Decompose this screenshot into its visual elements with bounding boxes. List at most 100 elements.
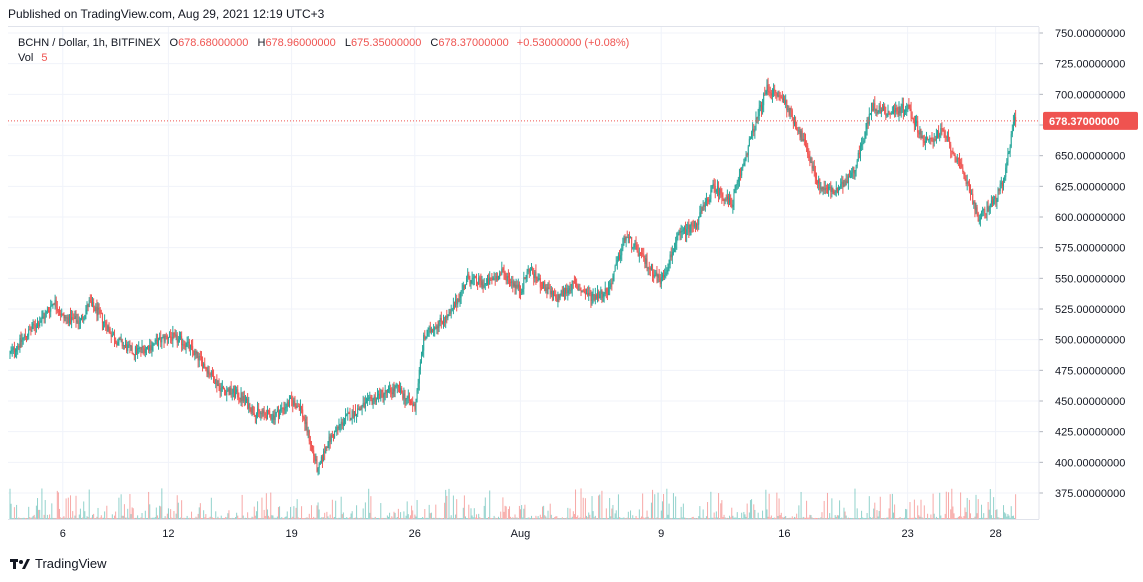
candle-body [327, 445, 329, 448]
symbol-label[interactable]: BCHN / Dollar, 1h, BITFINEX [18, 37, 161, 49]
volume-bar [809, 514, 811, 519]
volume-bar [635, 515, 637, 519]
candle-body [517, 284, 519, 288]
candle-body [951, 151, 953, 153]
volume-bar [554, 517, 556, 519]
candle-body [120, 339, 122, 341]
volume-bar [441, 517, 443, 519]
volume-bar [549, 503, 551, 519]
volume-bar [255, 511, 257, 519]
volume-bar [393, 511, 395, 519]
candle-body [484, 283, 486, 285]
volume-bar [183, 517, 185, 519]
candle-body [378, 393, 380, 396]
volume-bar [583, 517, 585, 519]
volume-bar [169, 517, 171, 519]
volume-bar [238, 517, 240, 519]
close-value: 678.37000000 [438, 37, 509, 49]
candle-body [375, 398, 377, 402]
volume-bar [571, 516, 573, 519]
candle-body [103, 321, 105, 324]
volume-bar [806, 500, 808, 519]
volume-bar [241, 494, 243, 519]
volume-bar [9, 488, 11, 519]
volume-bar [221, 518, 223, 519]
candle-body [193, 350, 195, 356]
candle-body [302, 409, 304, 418]
tradingview-brand[interactable]: TradingView [10, 556, 107, 571]
candle-body [76, 320, 78, 323]
volume-bar [710, 491, 712, 519]
candle-body [809, 158, 811, 163]
candle-body [986, 205, 988, 215]
candle-body [720, 188, 722, 194]
candle-body [702, 204, 704, 211]
candle-body [786, 100, 788, 111]
candle-body [769, 92, 771, 94]
volume-bar [274, 517, 276, 519]
chart-area[interactable]: 750.00000000725.00000000700.00000000675.… [8, 26, 1138, 540]
volume-bar [675, 496, 677, 519]
candle-body [170, 336, 172, 338]
candlestick-chart[interactable]: 750.00000000725.00000000700.00000000675.… [8, 27, 1143, 547]
candle-body [515, 284, 517, 289]
candle-body [655, 272, 657, 276]
volume-bar [111, 514, 113, 519]
volume-bar [59, 508, 61, 519]
volume-bar [754, 509, 756, 519]
candle-body [277, 409, 279, 417]
candle-body [358, 408, 360, 411]
volume-bar [897, 517, 899, 519]
candle-body [109, 328, 111, 334]
candle-body [518, 284, 520, 292]
volume-bar [804, 517, 806, 519]
candle-body [905, 109, 907, 112]
volume-bar [637, 518, 639, 519]
candle-body [383, 393, 385, 398]
candle-body [938, 130, 940, 138]
volume-bar [427, 518, 429, 519]
volume-bar [163, 517, 165, 519]
volume-bar [252, 517, 254, 519]
volume-bar [224, 518, 226, 519]
volume-bar [953, 513, 955, 519]
candle-body [420, 354, 422, 362]
candle-body [533, 273, 535, 279]
candle-body [251, 406, 253, 412]
candle-body [450, 309, 452, 314]
volume-bar [177, 502, 179, 519]
candle-body [81, 316, 83, 320]
candle-body [359, 408, 361, 411]
volume-bar [329, 514, 331, 519]
volume-bar [963, 516, 965, 519]
volume-bar [696, 517, 698, 519]
x-tick-label: 16 [778, 528, 790, 540]
volume-bar [339, 517, 341, 519]
volume-bar [170, 509, 172, 519]
volume-bar [101, 517, 103, 519]
x-tick-label: 28 [989, 528, 1001, 540]
candle-body [336, 427, 338, 432]
candle-body [837, 190, 839, 193]
volume-bar [152, 517, 154, 519]
candle-body [645, 258, 647, 264]
volume-bar [638, 509, 640, 519]
candle-body [806, 145, 808, 147]
candle-body [744, 159, 746, 163]
candle-body [741, 168, 743, 176]
volume-bar [906, 509, 908, 519]
candle-body [140, 347, 142, 350]
candle-body [259, 411, 261, 414]
volume-bar [939, 492, 941, 519]
volume-bar [450, 515, 452, 519]
volume-bar [144, 510, 146, 519]
candle-body [416, 389, 418, 400]
volume-bar [434, 517, 436, 519]
candle-body [616, 260, 618, 264]
volume-bar [266, 509, 268, 519]
candle-body [799, 130, 801, 138]
candle-body [240, 392, 242, 400]
volume-bar [345, 517, 347, 519]
candle-body [90, 301, 92, 304]
candle-body [514, 283, 516, 289]
